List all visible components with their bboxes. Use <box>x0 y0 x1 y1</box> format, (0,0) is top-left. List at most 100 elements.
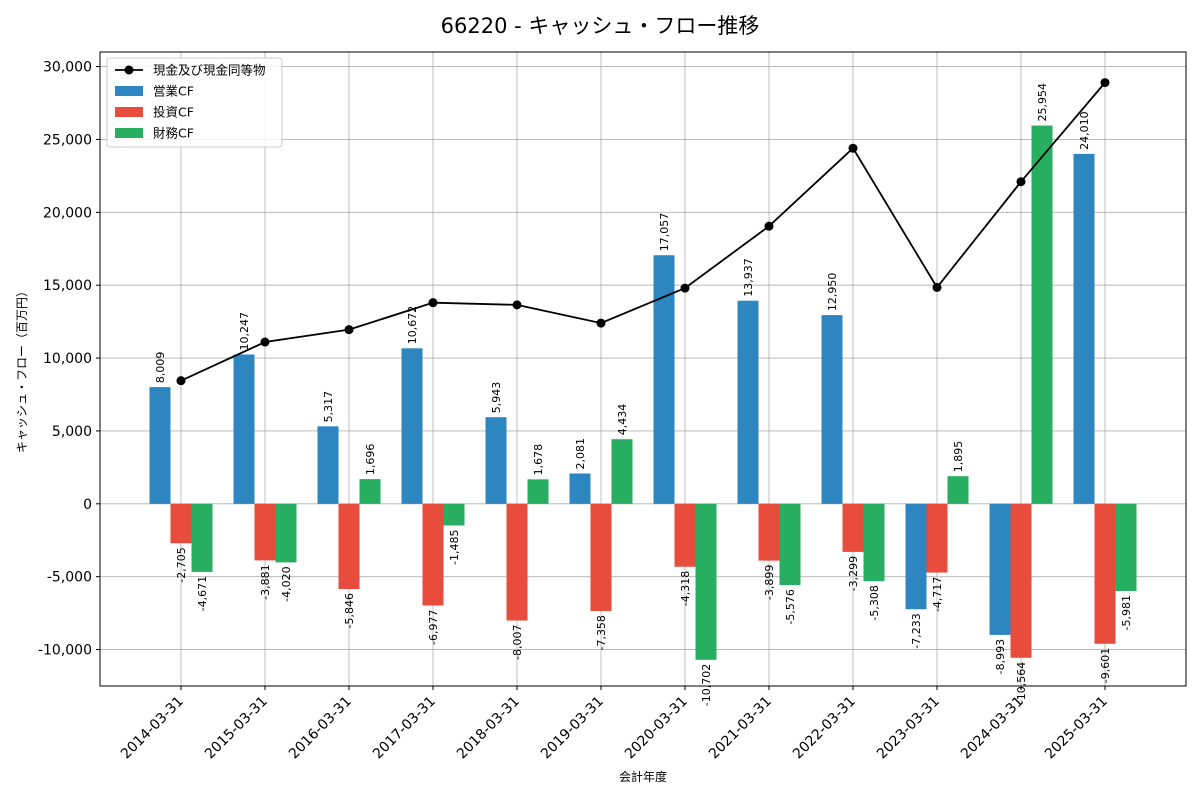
bar-data-label: 8,009 <box>154 352 167 384</box>
legend-label: 財務CF <box>153 126 194 141</box>
bar-financing-cf <box>191 503 213 572</box>
bar-operating-cf <box>989 503 1011 635</box>
bar-financing-cf <box>1115 503 1137 591</box>
legend-label: 投資CF <box>153 105 194 120</box>
bar-data-label: 17,057 <box>658 213 671 252</box>
bar-data-label: -5,846 <box>343 593 356 628</box>
bar-data-label: -3,899 <box>763 565 776 600</box>
y-axis-label: キャッシュ・フロー（百万円） <box>15 285 29 453</box>
cash-equivalents-point <box>512 300 522 310</box>
y-tick-label: 0 <box>83 497 92 513</box>
cash-equivalents-point <box>1100 78 1110 88</box>
bar-data-label: 2,081 <box>574 438 587 470</box>
legend-box <box>106 57 283 148</box>
y-tick-label: 25,000 <box>43 132 92 148</box>
bar-data-label: -4,318 <box>679 571 692 606</box>
legend-label: 現金及び現金同等物 <box>153 63 266 78</box>
bar-data-label: 5,943 <box>490 382 503 414</box>
bar-data-label: -9,601 <box>1099 648 1112 683</box>
bar-investing-cf <box>1094 503 1116 644</box>
bar-investing-cf <box>422 503 444 606</box>
bar-operating-cf <box>737 300 759 504</box>
bar-data-label: 1,696 <box>364 444 377 476</box>
bar-investing-cf <box>506 503 528 621</box>
bar-operating-cf <box>485 417 507 504</box>
bars-layer <box>149 125 1137 660</box>
x-tick-label: 2014-03-31 <box>118 694 187 763</box>
bar-data-label: -3,299 <box>847 556 860 591</box>
bar-data-label: 24,010 <box>1078 111 1091 150</box>
bar-financing-cf <box>359 479 381 504</box>
bar-financing-cf <box>695 503 717 660</box>
y-tick-label: 5,000 <box>52 424 92 440</box>
bar-data-label: 1,895 <box>952 441 965 473</box>
bar-operating-cf <box>821 315 843 504</box>
bar-investing-cf <box>674 503 696 567</box>
bar-data-label: -4,717 <box>931 577 944 612</box>
bar-financing-cf <box>527 479 549 504</box>
bar-data-label: -8,993 <box>994 639 1007 674</box>
cash-equivalents-point <box>344 325 354 335</box>
bar-investing-cf <box>254 503 276 561</box>
cash-equivalents-point <box>428 298 438 308</box>
bar-data-label: -10,564 <box>1015 662 1028 704</box>
bar-financing-cf <box>863 503 885 582</box>
legend-bar-swatch <box>115 107 143 117</box>
bar-data-label: -3,881 <box>259 564 272 599</box>
line-layer <box>176 78 1110 386</box>
bar-data-label: -5,308 <box>868 585 881 620</box>
bar-data-label: -2,705 <box>175 547 188 582</box>
bar-data-label: -7,233 <box>910 613 923 648</box>
bar-data-label: -7,358 <box>595 615 608 650</box>
bar-investing-cf <box>590 503 612 612</box>
x-tick-label: 2020-03-31 <box>622 694 691 763</box>
bar-data-label: 5,317 <box>322 391 335 423</box>
x-tick-label: 2017-03-31 <box>370 694 439 763</box>
x-tick-label: 2024-03-31 <box>958 694 1027 763</box>
legend-marker-swatch <box>124 65 134 75</box>
bar-data-label: 12,950 <box>826 273 839 312</box>
bar-operating-cf <box>233 354 255 504</box>
bar-investing-cf <box>1010 503 1032 658</box>
chart-title: 66220 - キャッシュ・フロー推移 <box>441 14 760 38</box>
bar-data-label: -4,671 <box>196 576 209 611</box>
bar-operating-cf <box>401 348 423 504</box>
y-tick-label: -5,000 <box>47 570 92 586</box>
cash-equivalents-point <box>176 376 186 386</box>
y-tick-label: 30,000 <box>43 60 92 76</box>
y-tick-label: 20,000 <box>43 205 92 221</box>
x-tick-label: 2023-03-31 <box>874 694 943 763</box>
bar-data-label: 1,678 <box>532 444 545 476</box>
bar-financing-cf <box>947 476 969 504</box>
axis-layer: -10,000 -5,000 0 5,000 10,000 15,000 20,000 25,… <box>38 60 1111 763</box>
bar-investing-cf <box>170 503 192 544</box>
bar-operating-cf <box>905 503 927 610</box>
bar-operating-cf <box>569 473 591 504</box>
bar-operating-cf <box>317 426 339 504</box>
x-tick-label: 2015-03-31 <box>202 694 271 763</box>
plot-frame <box>99 51 1187 687</box>
bar-investing-cf <box>842 503 864 552</box>
bar-operating-cf <box>653 255 675 504</box>
bar-investing-cf <box>758 503 780 561</box>
bar-operating-cf <box>149 387 171 504</box>
bar-data-label: 13,937 <box>742 258 755 297</box>
bar-data-label: 10,672 <box>406 306 419 345</box>
x-tick-label: 2021-03-31 <box>706 694 775 763</box>
cash-equivalents-line <box>180 82 1106 382</box>
cash-equivalents-point <box>1016 177 1026 187</box>
cash-equivalents-point <box>848 143 858 153</box>
bar-data-label: 10,247 <box>238 312 251 351</box>
labels-layer: 8,009 10,247 5,317 10,672 5,943 2,081 17,057 13… <box>154 83 1133 706</box>
legend-bar-swatch <box>115 86 143 96</box>
bar-financing-cf <box>611 439 633 504</box>
y-tick-label: -10,000 <box>38 643 92 659</box>
legend-label: 営業CF <box>153 84 194 99</box>
bar-data-label: -8,007 <box>511 625 524 660</box>
y-tick-label: 10,000 <box>43 351 92 367</box>
bar-data-label: -4,020 <box>280 566 293 601</box>
bar-data-label: -10,702 <box>700 664 713 706</box>
